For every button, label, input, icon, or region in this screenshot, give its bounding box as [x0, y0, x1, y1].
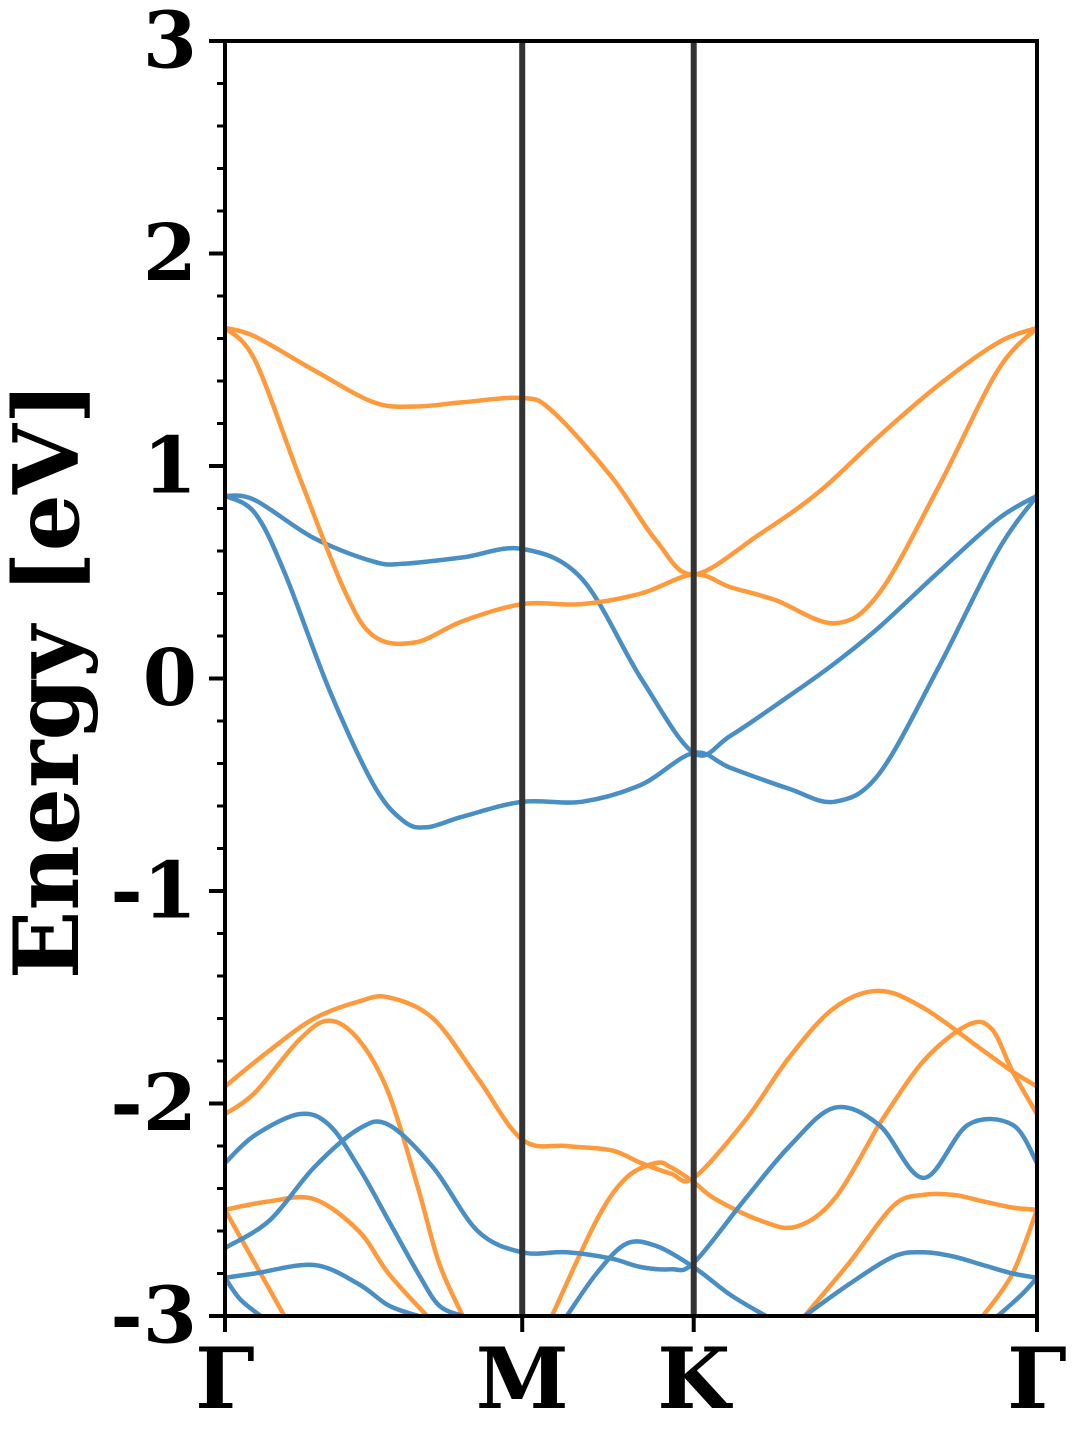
axis-ticks — [209, 39, 1039, 1332]
band-line-blue-0 — [225, 493, 1037, 758]
band-line-blue-12 — [225, 1111, 466, 1316]
y-tick-label: 2 — [143, 208, 197, 299]
x-tick-label: M — [476, 1329, 569, 1428]
x-tick-label: K — [657, 1329, 733, 1428]
x-tick-label: Γ — [195, 1329, 255, 1428]
y-tick-labels: -3 -2 -1 0 1 2 3 — [110, 0, 197, 1362]
band-line-blue-1 — [225, 493, 1037, 830]
band-line-blue-13 — [225, 1104, 1037, 1273]
y-axis-label: Energy [eV] — [0, 382, 100, 980]
band-line-orange-11 — [980, 1207, 1037, 1316]
y-tick-label: 3 — [143, 0, 197, 87]
band-line-orange-7 — [876, 1019, 1037, 1128]
band-line-blue-18 — [995, 1275, 1037, 1316]
y-tick-label: 1 — [143, 421, 197, 512]
band-line-blue-15 — [225, 1275, 263, 1316]
y-tick-label: -2 — [110, 1058, 197, 1149]
band-line-blue-14 — [225, 1262, 421, 1316]
band-line-orange-4 — [225, 988, 1037, 1184]
y-tick-label: 0 — [143, 633, 197, 724]
band-line-orange-10 — [802, 1191, 1037, 1316]
band-curves — [225, 325, 1037, 1316]
symmetry-lines — [519, 41, 697, 1316]
y-tick-label: -1 — [110, 846, 197, 937]
band-line-orange-3 — [225, 325, 1037, 647]
axes-frame — [223, 39, 1039, 1318]
band-line-orange-5 — [225, 1018, 466, 1316]
band-line-blue-16 — [564, 1239, 769, 1316]
band-line-orange-9 — [225, 1207, 287, 1316]
band-line-blue-17 — [802, 1249, 1037, 1316]
y-tick-label: -3 — [110, 1271, 197, 1362]
band-line-orange-8 — [225, 1194, 430, 1316]
band-line-orange-2 — [225, 325, 1037, 577]
x-tick-label: Γ — [1007, 1329, 1067, 1428]
